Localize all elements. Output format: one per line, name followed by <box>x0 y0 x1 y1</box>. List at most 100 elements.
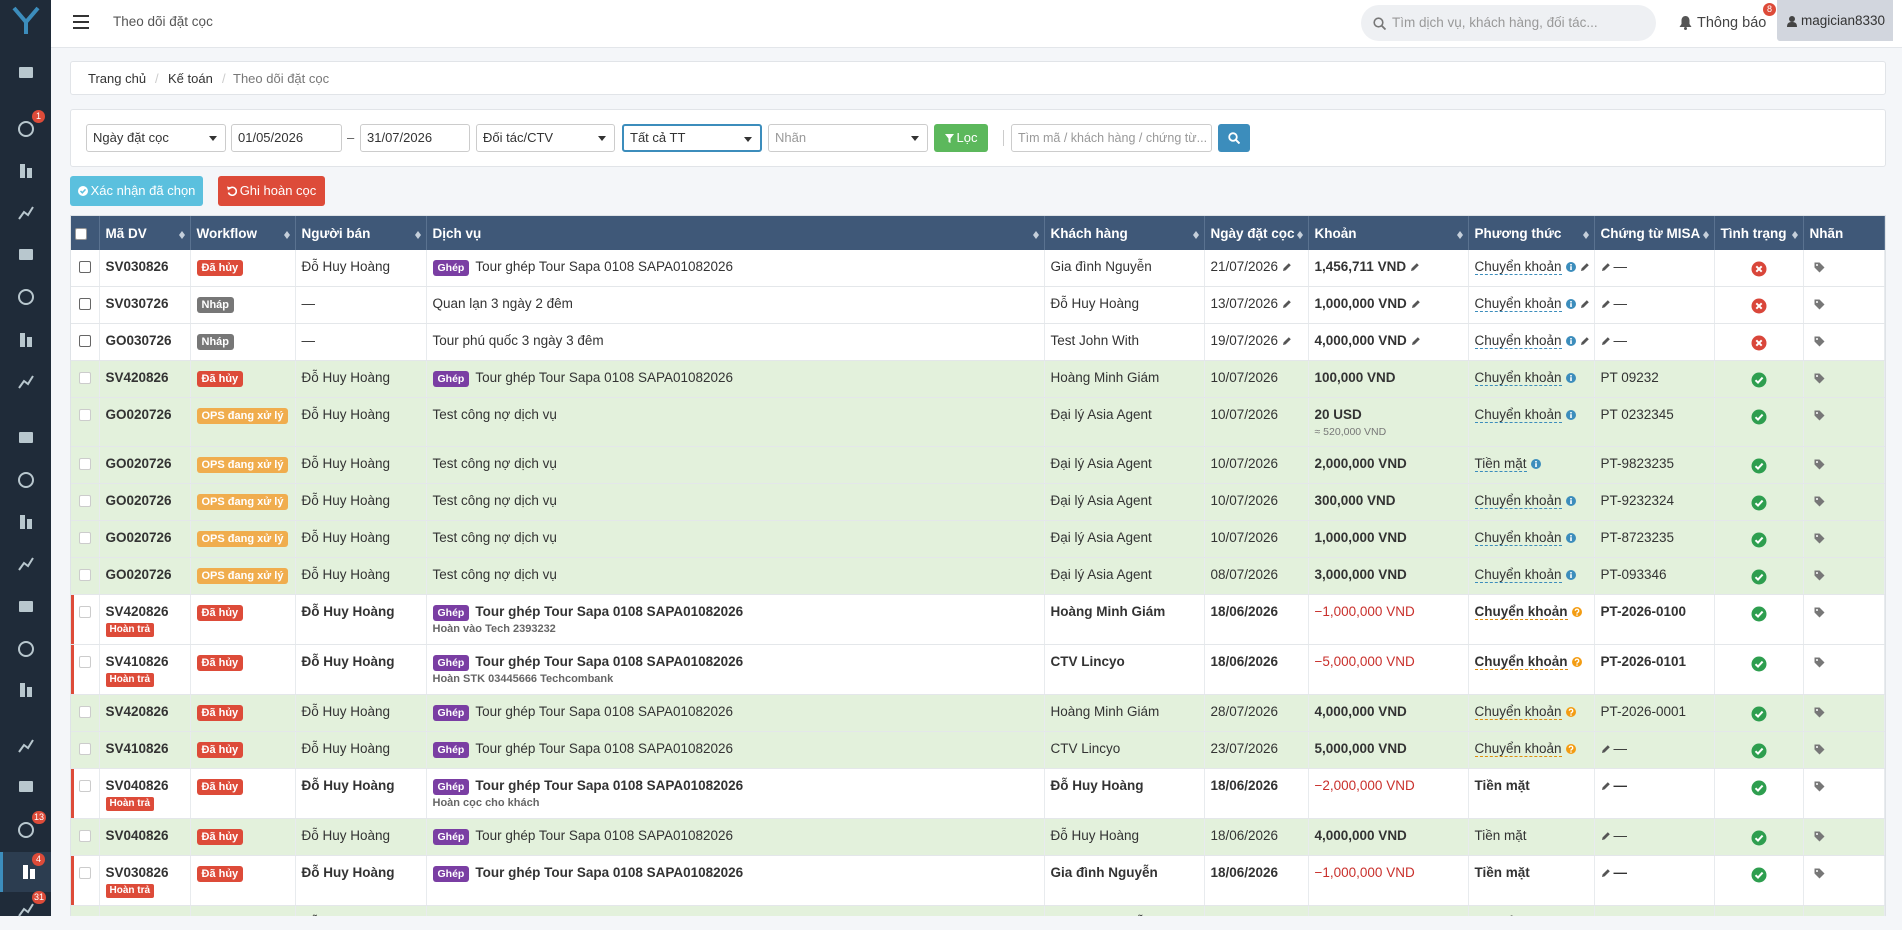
column-header[interactable]: Phương thức <box>1468 216 1595 250</box>
label-icon[interactable] <box>1814 262 1825 273</box>
menu-icon[interactable] <box>73 15 89 29</box>
checkbox[interactable] <box>79 335 91 348</box>
sidebar-item[interactable] <box>0 418 51 458</box>
service-code[interactable]: SV410826 <box>105 741 169 756</box>
sidebar-item[interactable] <box>0 151 51 191</box>
label-icon[interactable] <box>1814 336 1825 347</box>
column-header[interactable]: Khách hàng <box>1044 216 1205 250</box>
payment-method[interactable]: Chuyển khoản <box>1474 567 1562 583</box>
payment-method[interactable]: Chuyển khoản <box>1474 259 1562 275</box>
service-code[interactable]: GO020726 <box>105 530 172 545</box>
edit-icon[interactable] <box>1601 781 1611 791</box>
edit-icon[interactable] <box>1282 336 1292 346</box>
label-icon[interactable] <box>1814 570 1825 581</box>
label-icon[interactable] <box>1814 707 1825 718</box>
sidebar-item[interactable] <box>0 726 51 766</box>
service-code[interactable]: GO020726 <box>105 567 172 582</box>
date-from[interactable]: 01/05/2026 <box>231 124 342 152</box>
edit-icon[interactable] <box>1601 262 1611 272</box>
service-code[interactable]: SV040826 <box>105 828 169 843</box>
select-all[interactable] <box>71 216 100 250</box>
column-header[interactable]: Người bán <box>295 216 427 250</box>
sidebar-item[interactable] <box>0 629 51 669</box>
column-header[interactable]: Workflow <box>190 216 296 250</box>
service-code[interactable]: SV420826 <box>105 704 169 719</box>
partner-select[interactable]: Đối tác/CTV <box>476 124 615 152</box>
edit-icon[interactable] <box>1580 336 1590 346</box>
service-code[interactable]: SV040826 <box>105 778 169 793</box>
label-icon[interactable] <box>1814 373 1825 384</box>
user-menu[interactable]: magician8330 <box>1777 0 1893 41</box>
sidebar-item[interactable] <box>0 810 51 850</box>
edit-icon[interactable] <box>1580 262 1590 272</box>
label-icon[interactable] <box>1814 607 1825 618</box>
label-select[interactable]: Nhãn <box>768 124 928 152</box>
edit-icon[interactable] <box>1601 336 1611 346</box>
sidebar-item[interactable] <box>0 109 51 149</box>
label-icon[interactable] <box>1814 459 1825 470</box>
column-header[interactable]: Chứng từ MISA <box>1594 216 1715 250</box>
edit-icon[interactable] <box>1411 336 1421 346</box>
payment-method[interactable]: Chuyển khoản <box>1474 407 1562 423</box>
column-header[interactable]: Ngày đặt cọc <box>1204 216 1309 250</box>
edit-icon[interactable] <box>1410 262 1420 272</box>
payment-method[interactable]: Chuyển khoản <box>1474 530 1562 546</box>
label-icon[interactable] <box>1814 299 1825 310</box>
label-icon[interactable] <box>1814 831 1825 842</box>
checkbox[interactable] <box>75 227 87 240</box>
edit-icon[interactable] <box>1411 299 1421 309</box>
search-button[interactable] <box>1218 124 1250 152</box>
service-code[interactable]: GO020726 <box>105 456 172 471</box>
label-icon[interactable] <box>1814 533 1825 544</box>
sidebar-item[interactable] <box>0 502 51 542</box>
column-header[interactable]: Dịch vụ <box>426 216 1045 250</box>
edit-icon[interactable] <box>1580 299 1590 309</box>
confirm-selected-button[interactable]: Xác nhận đã chọn <box>70 176 203 206</box>
service-code[interactable]: GO030726 <box>105 333 172 348</box>
label-icon[interactable] <box>1814 868 1825 879</box>
payment-method[interactable]: Chuyển khoản <box>1474 741 1562 757</box>
global-search[interactable]: Tìm dịch vụ, khách hàng, đối tác... <box>1361 5 1656 41</box>
sidebar-item[interactable] <box>0 544 51 584</box>
service-code[interactable]: SV410826 <box>105 654 169 669</box>
sidebar-item[interactable] <box>0 587 51 627</box>
payment-method[interactable]: Chuyển khoản <box>1474 493 1562 509</box>
checkbox[interactable] <box>79 298 91 311</box>
payment-method[interactable]: Chuyển khoản <box>1474 604 1568 620</box>
sidebar-item[interactable] <box>0 460 51 500</box>
edit-icon[interactable] <box>1282 262 1292 272</box>
sidebar-item[interactable] <box>0 362 51 402</box>
service-code[interactable]: GO020726 <box>105 407 172 422</box>
edit-icon[interactable] <box>1601 299 1611 309</box>
column-header[interactable]: Nhãn <box>1803 216 1885 250</box>
column-header[interactable]: Tình trạng <box>1714 216 1804 250</box>
payment-method[interactable]: Chuyển khoản <box>1474 370 1562 386</box>
label-icon[interactable] <box>1814 410 1825 421</box>
payment-method[interactable]: Chuyển khoản <box>1474 333 1562 349</box>
payment-method[interactable]: Chuyển khoản <box>1474 296 1562 312</box>
breadcrumb-item[interactable]: Trang chủ <box>88 71 147 86</box>
sidebar-item[interactable] <box>0 235 51 275</box>
payment-method[interactable]: Chuyển khoản <box>1474 704 1562 720</box>
label-icon[interactable] <box>1814 496 1825 507</box>
label-icon[interactable] <box>1814 781 1825 792</box>
sidebar-item[interactable] <box>0 320 51 360</box>
service-code[interactable]: SV420826 <box>105 370 169 385</box>
label-icon[interactable] <box>1814 657 1825 668</box>
edit-icon[interactable] <box>1282 299 1292 309</box>
payment-method[interactable]: Chuyển khoản <box>1474 654 1568 670</box>
sidebar-item[interactable] <box>0 890 51 930</box>
sidebar-item[interactable] <box>0 53 51 93</box>
checkbox[interactable] <box>79 261 91 274</box>
sidebar-item[interactable] <box>0 767 51 807</box>
service-code[interactable]: SV420826 <box>105 604 169 619</box>
edit-icon[interactable] <box>1601 744 1611 754</box>
service-code[interactable]: SV030826 <box>105 259 169 274</box>
sidebar-item[interactable] <box>0 277 51 317</box>
filter-button[interactable]: Lọc <box>934 124 988 152</box>
column-header[interactable]: Khoản <box>1308 216 1469 250</box>
logo-mark[interactable] <box>12 6 40 36</box>
edit-icon[interactable] <box>1601 868 1611 878</box>
service-code[interactable]: GO020726 <box>105 493 172 508</box>
sidebar-item[interactable] <box>0 670 51 710</box>
